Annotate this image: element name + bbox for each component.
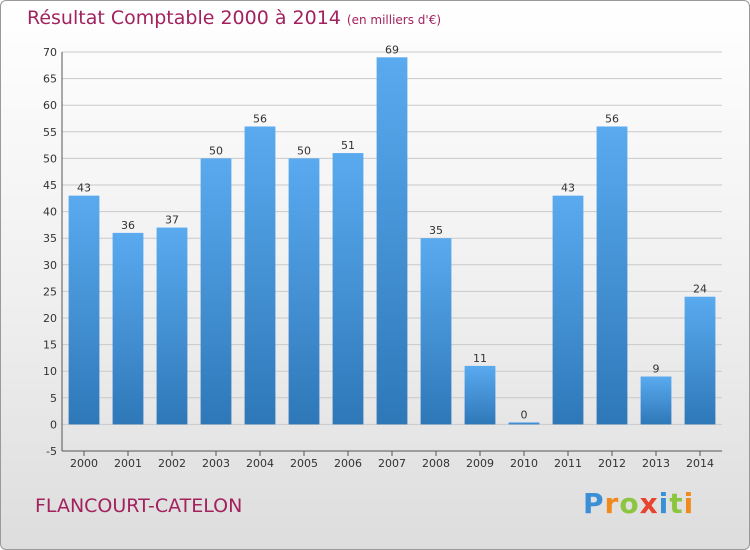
y-tick-label: 5 (50, 392, 57, 405)
chart-title: Résultat Comptable 2000 à 2014 (27, 7, 341, 29)
x-tick-label-2014: 2014 (686, 457, 714, 470)
x-tick-label-2004: 2004 (246, 457, 274, 470)
data-label-2002: 37 (165, 214, 179, 227)
logo-letter: P (583, 487, 605, 520)
x-tick-label-2011: 2011 (554, 457, 582, 470)
data-label-2001: 36 (121, 219, 135, 232)
data-label-2007: 69 (385, 43, 399, 56)
y-tick-label: 55 (43, 126, 57, 139)
bar-2001 (112, 232, 144, 425)
x-tick-label-2001: 2001 (114, 457, 142, 470)
logo-letter: t (669, 487, 684, 520)
x-tick-label-2008: 2008 (422, 457, 450, 470)
data-label-2011: 43 (561, 182, 575, 195)
data-label-2004: 56 (253, 112, 267, 125)
x-tick-label-2009: 2009 (466, 457, 494, 470)
bar-2007 (376, 57, 408, 425)
y-tick-label: -5 (46, 445, 57, 458)
data-label-2012: 56 (605, 112, 619, 125)
y-tick-label: 70 (43, 46, 57, 59)
data-label-2010: 0 (521, 408, 528, 421)
bar-2011 (552, 195, 584, 425)
data-label-2009: 11 (473, 352, 487, 365)
data-label-2005: 50 (297, 144, 311, 157)
bar-2003 (200, 158, 232, 425)
bar-2008 (420, 238, 452, 425)
logo-letter: i (683, 487, 695, 520)
data-label-2003: 50 (209, 144, 223, 157)
x-tick-label-2010: 2010 (510, 457, 538, 470)
data-label-2006: 51 (341, 139, 355, 152)
proxiti-logo: Proxiti (583, 487, 694, 520)
x-tick-label-2003: 2003 (202, 457, 230, 470)
y-tick-label: 60 (43, 99, 57, 112)
y-tick-label: 35 (43, 232, 57, 245)
data-label-2000: 43 (77, 182, 91, 195)
logo-letter: o (619, 487, 640, 520)
y-tick-label: 45 (43, 179, 57, 192)
bar-2002 (156, 227, 188, 425)
y-tick-label: 20 (43, 312, 57, 325)
x-tick-label-2007: 2007 (378, 457, 406, 470)
logo-letter: i (658, 487, 670, 520)
data-label-2014: 24 (693, 283, 707, 296)
y-tick-label: 0 (50, 418, 57, 431)
bars: 43 36 37 50 56 50 51 69 35 11 0 43 56 9 24 (68, 43, 716, 425)
y-tick-label: 10 (43, 365, 57, 378)
y-tick-label: 65 (43, 73, 57, 86)
bar-2006 (332, 153, 364, 425)
data-label-2013: 9 (653, 363, 660, 376)
bar-2010 (508, 422, 540, 425)
bar-2013 (640, 376, 672, 425)
y-tick-label: 30 (43, 259, 57, 272)
bar-2004 (244, 126, 276, 425)
x-tick-label-2006: 2006 (334, 457, 362, 470)
y-tick-label: 50 (43, 152, 57, 165)
x-tick-label-2012: 2012 (598, 457, 626, 470)
data-label-2008: 35 (429, 224, 443, 237)
chart-subtitle: (en milliers d'€) (346, 13, 442, 27)
chart-title-block: Résultat Comptable 2000 à 2014 (en millie… (27, 7, 441, 29)
logo-letter: r (604, 487, 620, 520)
x-tick-label-2005: 2005 (290, 457, 318, 470)
logo-letter: x (639, 487, 659, 520)
commune-name: FLANCOURT-CATELON (35, 495, 243, 517)
y-tick-label: 15 (43, 339, 57, 352)
bar-2000 (68, 195, 100, 425)
bar-2009 (464, 365, 496, 425)
bar-2005 (288, 158, 320, 425)
y-tick-label: 25 (43, 285, 57, 298)
x-tick-label-2013: 2013 (642, 457, 670, 470)
bar-2014 (684, 296, 716, 425)
y-tick-label: 40 (43, 206, 57, 219)
bar-2012 (596, 126, 628, 425)
x-tick-label-2000: 2000 (70, 457, 98, 470)
x-tick-label-2002: 2002 (158, 457, 186, 470)
